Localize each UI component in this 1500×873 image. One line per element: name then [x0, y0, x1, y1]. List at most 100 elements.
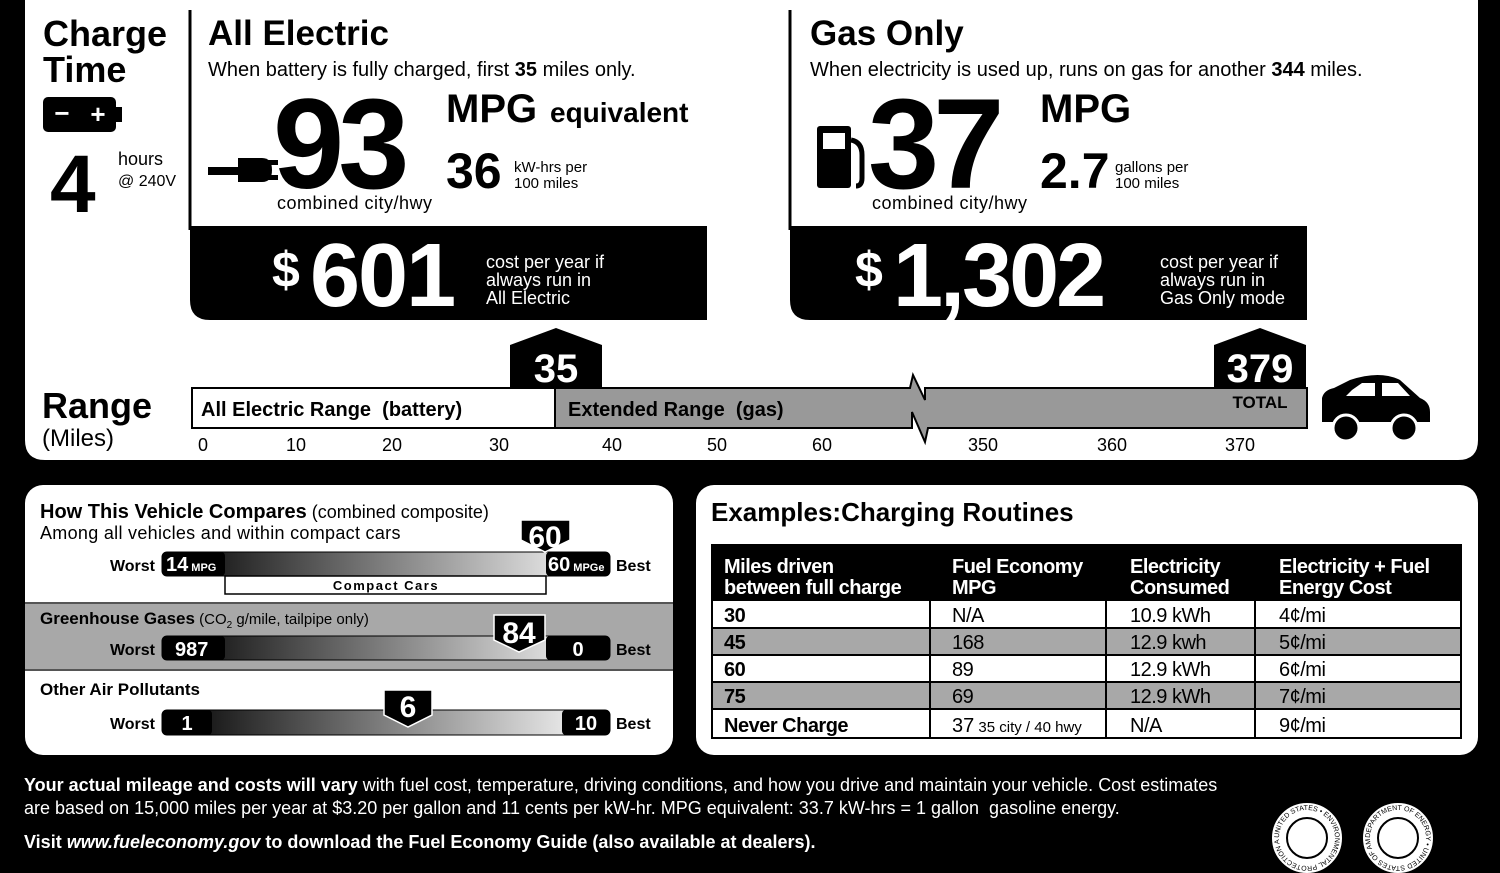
section-title: All Electric	[208, 14, 389, 53]
greenhouse-title-part: 2	[227, 620, 233, 631]
table-cell: 10.9 kWh	[1130, 605, 1210, 627]
pollutant-title: Other Air Pollutants	[40, 680, 200, 699]
scale-end	[162, 552, 225, 576]
compare-title-part: How This Vehicle Compares	[40, 501, 307, 523]
consumption-unit: kW-hrs per	[514, 159, 587, 176]
table-rules	[712, 545, 1461, 738]
footer-visit-part: Visit	[24, 832, 67, 852]
cost-symbol: $	[272, 242, 300, 298]
consumption-unit: gallons per	[1115, 159, 1188, 176]
footer-note-part: with fuel cost, temperature, driving con…	[358, 775, 1217, 795]
top-panel	[25, 0, 1478, 460]
battery-terminal	[115, 107, 122, 122]
scale-best-part: 60	[548, 554, 570, 576]
table-cell: 6¢/mi	[1279, 659, 1325, 681]
compact-cars-bracket	[224, 575, 547, 595]
table-header-cell: Consumed	[1130, 577, 1229, 599]
table-header-cell: MPG	[952, 577, 996, 599]
table-cell: 89	[952, 659, 974, 681]
table-cell: 5¢/mi	[1279, 632, 1325, 654]
scale-end	[546, 636, 610, 660]
consumption-unit: 100 miles	[1115, 175, 1179, 192]
group-label: Compact Cars	[333, 578, 439, 593]
scale-worst: 14 MPG	[166, 554, 216, 576]
gas-cost-box	[790, 226, 1307, 320]
pollutant-marker	[383, 689, 433, 728]
scale-best: 0	[572, 639, 583, 661]
range-tick: 40	[602, 435, 622, 455]
subtitle-part: When electricity is used up, runs on gas…	[810, 59, 1271, 81]
mpge-unit: MPG	[446, 87, 537, 131]
consumption: 36	[446, 143, 502, 199]
scale-worst: 987	[175, 639, 208, 661]
range-tick: 60	[812, 435, 832, 455]
range-tick: 360	[1097, 435, 1127, 455]
scale-worst-part: MPG	[188, 562, 216, 574]
table-cell-part: 35 city / 40 hwy	[974, 719, 1082, 736]
mpg-unit: MPG	[1040, 87, 1131, 131]
range-tick: 350	[968, 435, 998, 455]
table-title: Examples:Charging Routines	[711, 497, 1074, 527]
table-row-shade	[712, 628, 1461, 655]
table-cell-part: 37	[952, 715, 974, 737]
greenhouse-title-part: g/mile, tailpipe only)	[232, 611, 369, 628]
annual-cost: 1,302	[893, 226, 1103, 326]
footer-visit: Visit www.fueleconomy.gov to download th…	[24, 832, 816, 852]
compare-title: How This Vehicle Compares (combined comp…	[40, 501, 489, 523]
doe-seal	[1361, 801, 1435, 873]
mpge-suffix: equivalent	[550, 97, 688, 128]
range-badge: 379	[1227, 347, 1294, 391]
worst-label: Worst	[110, 558, 156, 575]
mpge-value: 93	[273, 73, 405, 216]
epa-seal-inner	[1286, 817, 1328, 859]
compare-subtitle: Among all vehicles and within compact ca…	[40, 523, 401, 543]
fuel-scale	[161, 551, 611, 577]
cost-note: always run in	[1160, 270, 1265, 290]
scale-end	[162, 636, 225, 660]
table-cell: 4¢/mi	[1279, 605, 1325, 627]
plug-icon	[208, 158, 278, 182]
range-label: Extended Range (gas)	[568, 399, 784, 421]
cost-note: cost per year if	[1160, 252, 1279, 272]
consumption: 2.7	[1040, 143, 1110, 199]
charge-hours: 4	[50, 139, 96, 230]
table-cell: N/A	[952, 605, 985, 627]
range-tick: 10	[286, 435, 306, 455]
pump-icon	[817, 126, 865, 189]
table-cell: 7¢/mi	[1279, 686, 1325, 708]
table-cell: 60	[724, 659, 746, 681]
subtitle-part: When battery is fully charged, first	[208, 59, 515, 81]
footer-note: Your actual mileage and costs will vary …	[24, 775, 1217, 795]
cost-symbol: $	[855, 242, 883, 298]
fuel-marker-value: 60	[528, 521, 561, 554]
scale-worst: 1	[181, 713, 192, 735]
cost-note: All Electric	[486, 288, 570, 308]
scale-best-part: MPGe	[570, 562, 604, 574]
subtitle-part: miles.	[1305, 59, 1363, 81]
cost-note: cost per year if	[486, 252, 605, 272]
car-icon	[1322, 375, 1430, 443]
subtitle: When battery is fully charged, first 35 …	[208, 59, 636, 81]
subtitle-part: 35	[515, 59, 537, 81]
table-header	[712, 545, 1461, 601]
doe-seal-inner	[1377, 817, 1419, 859]
table-cell: 12.9 kwh	[1130, 632, 1206, 654]
greenhouse-title: Greenhouse Gases (CO2 g/mile, tailpipe o…	[40, 609, 369, 631]
table-header-cell: Fuel Economy	[952, 556, 1084, 578]
electric-range-bar	[191, 387, 556, 429]
consumption-unit: 100 miles	[514, 175, 578, 192]
charge-title: Time	[43, 49, 126, 90]
table-header-cell: Electricity + Fuel	[1279, 556, 1430, 578]
hours-unit: hours	[118, 149, 163, 169]
scale-end	[546, 552, 610, 576]
battery-minus: −	[54, 98, 69, 128]
footer-visit-part: www.fueleconomy.gov	[67, 832, 262, 852]
footer-note: are based on 15,000 miles per year at $3…	[24, 798, 1120, 818]
electric-cost-box	[190, 226, 707, 320]
footer-note-part: Your actual mileage and costs will vary	[24, 775, 358, 795]
cost-note: always run in	[486, 270, 591, 290]
table-cell: 30	[724, 605, 746, 627]
table-cell: N/A	[1130, 715, 1163, 737]
range-tick: 30	[489, 435, 509, 455]
